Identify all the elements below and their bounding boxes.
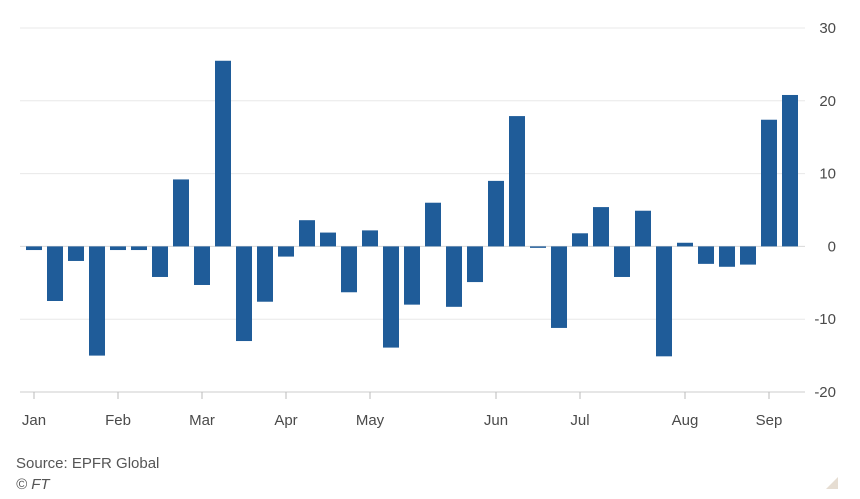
y-tick-label: 20 — [819, 93, 836, 110]
bar — [341, 246, 357, 293]
y-axis: 30 20 10 0 -10 -20 — [814, 20, 836, 401]
bar — [698, 246, 714, 264]
bar — [47, 246, 63, 301]
bar — [719, 246, 735, 267]
bar — [215, 60, 231, 247]
source-note: Source: EPFR Global — [16, 455, 160, 472]
y-tick-label: 0 — [828, 238, 836, 255]
bar — [257, 246, 273, 302]
bar — [362, 230, 378, 247]
x-tick-label: Jul — [570, 412, 589, 429]
bar — [383, 246, 399, 348]
bar — [299, 220, 315, 247]
bar — [677, 242, 693, 247]
bar — [593, 207, 609, 247]
bar — [614, 246, 630, 277]
corner-mark-icon — [826, 477, 838, 489]
bar — [173, 179, 189, 247]
bar — [425, 202, 441, 247]
bar — [26, 246, 42, 251]
bar — [761, 119, 777, 247]
bar — [89, 246, 105, 356]
ft-credit: © FT — [16, 476, 50, 493]
bar — [656, 246, 672, 357]
x-tick-label: Mar — [189, 412, 215, 429]
bar — [509, 116, 525, 247]
bar — [320, 232, 336, 247]
x-tick-label: May — [356, 412, 385, 429]
y-tick-label: 30 — [819, 20, 836, 37]
x-tick-label: Aug — [672, 412, 699, 429]
bar — [488, 180, 504, 247]
bar — [551, 246, 567, 328]
bar — [194, 246, 210, 285]
bar — [782, 94, 798, 247]
bar — [110, 246, 126, 251]
bars — [26, 60, 798, 357]
gridlines — [20, 27, 805, 393]
x-tick-label: Jan — [22, 412, 46, 429]
bar — [740, 246, 756, 265]
bar — [236, 246, 252, 342]
bar — [467, 246, 483, 283]
y-tick-label: -20 — [814, 384, 836, 401]
bar — [68, 246, 84, 261]
bar — [446, 246, 462, 307]
x-tick-label: Feb — [105, 412, 131, 429]
bar — [278, 246, 294, 257]
bar — [530, 246, 546, 248]
bar — [131, 246, 147, 251]
bar — [572, 233, 588, 247]
x-tick-label: Jun — [484, 412, 508, 429]
bar — [635, 210, 651, 247]
y-tick-label: 10 — [819, 166, 836, 183]
bar — [152, 246, 168, 277]
x-tick-label: Sep — [756, 412, 783, 429]
y-tick-label: -10 — [814, 311, 836, 328]
x-axis: Jan Feb Mar Apr May Jun Jul Aug Sep — [20, 391, 805, 429]
x-tick-label: Apr — [274, 412, 297, 429]
bar — [404, 246, 420, 305]
